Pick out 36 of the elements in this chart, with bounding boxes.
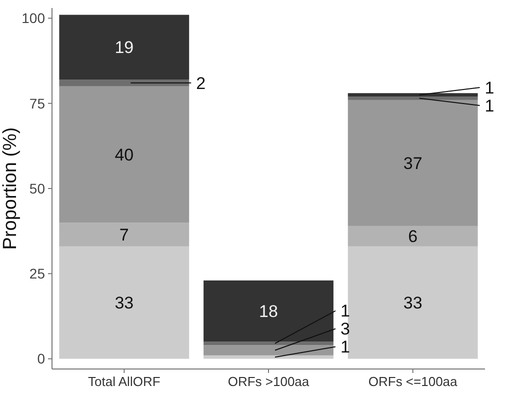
bar [348,100,478,226]
x-tick-label: ORFs <=100aa [368,374,458,389]
data-label: 2 [196,74,206,93]
x-tick-label: Total AllORF [88,374,160,389]
bar [204,355,334,359]
bar [204,280,334,342]
data-label: 18 [259,302,278,322]
data-label: 19 [114,38,134,58]
bar [348,226,478,246]
bar [59,222,190,246]
bar [348,246,478,359]
data-label: 1 [484,78,494,98]
y-tick-label: 0 [37,350,46,367]
bar [204,345,334,356]
y-tick-label: 50 [29,180,46,196]
data-label: 3 [340,320,350,339]
bar [59,246,190,359]
data-label: 1 [340,302,350,321]
bar [59,86,190,223]
data-label: 40 [114,145,134,164]
data-label: 1 [340,338,350,357]
y-tick-label: 25 [29,266,46,282]
y-axis-title: Proportion (%) [0,127,21,250]
data-label: 7 [119,225,129,244]
bar [348,96,478,100]
data-label: 33 [114,294,134,313]
data-label: 6 [408,227,418,246]
y-tick-label: 75 [29,95,46,112]
x-tick-label: ORFs >100aa [228,374,310,389]
bar [59,14,190,80]
data-label: 1 [484,96,494,116]
data-label: 33 [403,294,422,313]
y-tick-label: 100 [22,10,46,26]
bar [348,93,478,97]
data-label: 37 [403,154,422,173]
bar [59,80,190,86]
